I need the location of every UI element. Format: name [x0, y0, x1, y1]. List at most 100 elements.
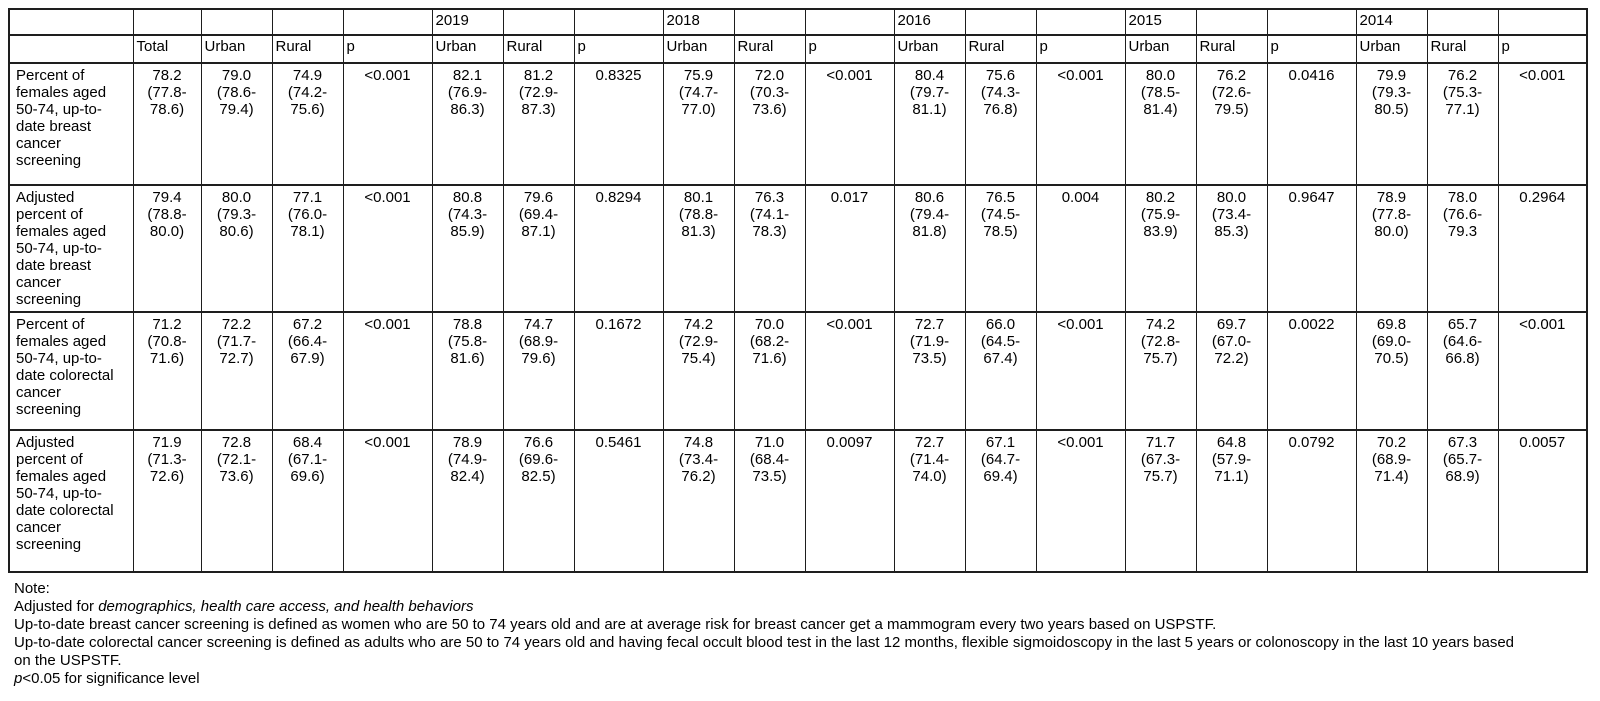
- col-header-rural-2016: Rural: [964, 34, 1037, 64]
- cell-line: 75.6: [985, 67, 1016, 84]
- cell-line: 66.8): [1445, 350, 1480, 367]
- cell-line: (72.8-: [1140, 333, 1181, 350]
- cell-line: 80.8: [452, 189, 483, 206]
- cell-line: 71.7: [1145, 434, 1176, 451]
- cell-p-2015: 0.0792: [1266, 429, 1357, 573]
- cell-urban-2014: 69.8 (69.0- 70.5): [1355, 311, 1428, 431]
- cell-urban-2015: 80.2 (75.9- 83.9): [1124, 184, 1197, 313]
- note-line: p<0.05 for significance level: [14, 670, 1519, 688]
- cell-rural-2016: 75.6 (74.3- 76.8): [964, 62, 1037, 186]
- cell-line: (69.4-: [518, 206, 559, 223]
- header-spacer-cell: [132, 8, 202, 36]
- col-header-p-2015: p: [1266, 34, 1357, 64]
- cell-rural-2019: 76.6 (69.6- 82.5): [502, 429, 575, 573]
- cell-line: 0.2964: [1519, 189, 1566, 206]
- cell-line: (67.3-: [1140, 451, 1181, 468]
- cell-line: 81.2: [523, 67, 554, 84]
- cell-urban-2015: 80.0 (78.5- 81.4): [1124, 62, 1197, 186]
- cell-line: 70.5): [1374, 350, 1409, 367]
- cell-line: 81.3): [681, 223, 716, 240]
- cell-urban-2014: 78.9 (77.8- 80.0): [1355, 184, 1428, 313]
- cell-line: (74.3-: [980, 84, 1021, 101]
- year-header-2018: 2018: [662, 8, 735, 36]
- cell-p-2014: <0.001: [1497, 62, 1588, 186]
- col-header-urban-2016: Urban: [893, 34, 966, 64]
- cell-line: (77.8-: [147, 84, 187, 101]
- cell-total: 71.2 (70.8- 71.6): [132, 311, 202, 431]
- cell-line: 72.8: [221, 434, 252, 451]
- cell-line: 70.2: [1376, 434, 1407, 451]
- cell-rural-2014: 67.3 (65.7- 68.9): [1426, 429, 1499, 573]
- cell-line: 65.7: [1447, 316, 1478, 333]
- note-text: Up-to-date colorectal cancer screening i…: [14, 634, 1515, 669]
- cell-line: (71.9-: [909, 333, 950, 350]
- cell-line: (64.5-: [980, 333, 1021, 350]
- cell-line: (68.9-: [1371, 451, 1412, 468]
- cell-line: (76.9-: [447, 84, 488, 101]
- cell-rural-2015: 64.8 (57.9- 71.1): [1195, 429, 1268, 573]
- cell-line: 79.5): [1214, 101, 1249, 118]
- cell-p-2018: <0.001: [804, 311, 895, 431]
- cell-line: (57.9-: [1211, 451, 1252, 468]
- cell-p-2019: 0.8325: [573, 62, 664, 186]
- row-label: Percent of females aged 50-74, up-to-dat…: [8, 62, 134, 186]
- cell-rural-2018: 72.0 (70.3- 73.6): [733, 62, 806, 186]
- cell-line: 76.6: [523, 434, 554, 451]
- col-header-urban: Urban: [200, 34, 273, 64]
- header-spacer-cell: [342, 8, 433, 36]
- header-spacer-cell: [502, 8, 575, 36]
- cell-rural: 68.4 (67.1- 69.6): [271, 429, 344, 573]
- cell-line: 81.4): [1143, 101, 1178, 118]
- cell-line: <0.001: [1519, 316, 1566, 333]
- cell-line: 66.0: [985, 316, 1016, 333]
- cell-line: 78.8: [452, 316, 483, 333]
- cell-urban-2019: 78.9 (74.9- 82.4): [431, 429, 504, 573]
- cell-p-2019: 0.8294: [573, 184, 664, 313]
- cell-line: (72.6-: [1211, 84, 1252, 101]
- cell-line: (69.0-: [1371, 333, 1412, 350]
- cell-line: 64.8: [1216, 434, 1247, 451]
- cell-line: 71.6): [752, 350, 787, 367]
- cell-urban: 72.2 (71.7- 72.7): [200, 311, 273, 431]
- note-line: Adjusted for demographics, health care a…: [14, 598, 1519, 616]
- cell-line: 75.6): [290, 101, 325, 118]
- cell-rural-2019: 81.2 (72.9- 87.3): [502, 62, 575, 186]
- cell-urban: 72.8 (72.1- 73.6): [200, 429, 273, 573]
- cell-p-2019: 0.1672: [573, 311, 664, 431]
- cell-line: <0.001: [1057, 434, 1104, 451]
- cell-p-2014: 0.0057: [1497, 429, 1588, 573]
- cell-urban-2019: 78.8 (75.8- 81.6): [431, 311, 504, 431]
- header-spacer-cell: [200, 8, 273, 36]
- cell-line: 82.1: [452, 67, 483, 84]
- cell-line: 0.0022: [1288, 316, 1335, 333]
- cell-line: 71.4): [1374, 468, 1409, 485]
- note-text: Up-to-date breast cancer screening is de…: [14, 616, 1217, 633]
- cell-total: 79.4 (78.8- 80.0): [132, 184, 202, 313]
- cell-line: 69.7: [1216, 316, 1247, 333]
- cell-line: 0.0416: [1288, 67, 1335, 84]
- cell-line: <0.001: [364, 434, 411, 451]
- notes-title: Note:: [14, 580, 50, 597]
- cell-total: 78.2 (77.8- 78.6): [132, 62, 202, 186]
- note-text: <0.05 for significance level: [22, 670, 200, 687]
- cell-line: (76.0-: [287, 206, 328, 223]
- cell-line: 0.5461: [595, 434, 642, 451]
- note-line: Up-to-date colorectal cancer screening i…: [14, 634, 1519, 670]
- cell-rural-2018: 71.0 (68.4- 73.5): [733, 429, 806, 573]
- table-row: Percent of females aged 50-74, up-to-dat…: [8, 311, 1588, 431]
- cell-line: <0.001: [826, 67, 873, 84]
- cell-rural-2018: 70.0 (68.2- 71.6): [733, 311, 806, 431]
- cell-line: 72.6): [149, 468, 185, 485]
- cell-line: (68.9-: [518, 333, 559, 350]
- cell-line: 76.2): [681, 468, 716, 485]
- cell-p-2014: <0.001: [1497, 311, 1588, 431]
- cell-p-2019: 0.5461: [573, 429, 664, 573]
- col-header-rural: Rural: [271, 34, 344, 64]
- cell-line: 76.3: [754, 189, 785, 206]
- cell-line: 74.7: [523, 316, 554, 333]
- cell-line: 72.2): [1214, 350, 1249, 367]
- cell-line: <0.001: [1519, 67, 1566, 84]
- note-text: Adjusted for: [14, 598, 99, 615]
- cell-line: 72.7: [914, 434, 945, 451]
- note-text-italic: demographics, health care access, and he…: [98, 598, 474, 615]
